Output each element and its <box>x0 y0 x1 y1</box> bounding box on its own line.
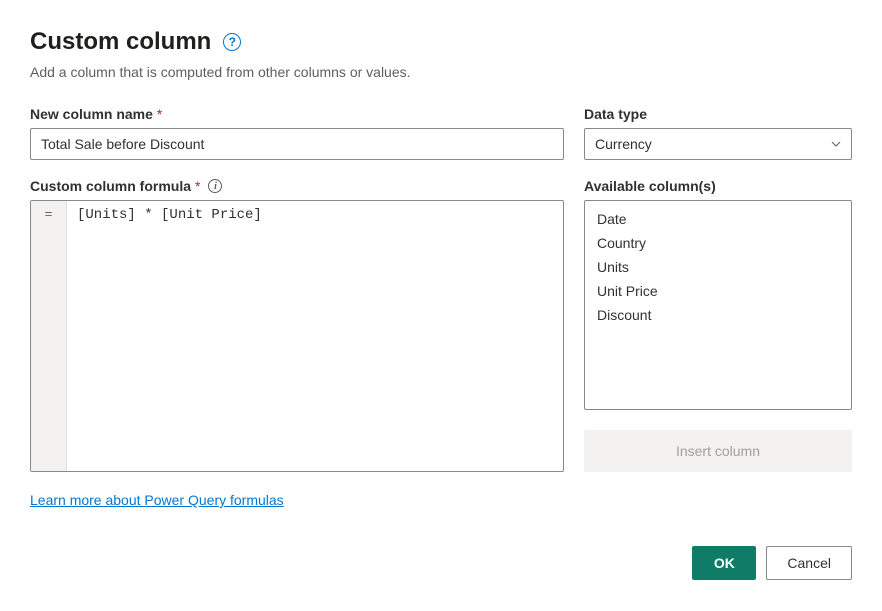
available-columns-label: Available column(s) <box>584 178 852 194</box>
data-type-label: Data type <box>584 106 852 122</box>
column-name-label-text: New column name <box>30 106 153 122</box>
formula-label-text: Custom column formula <box>30 178 191 194</box>
insert-column-button: Insert column <box>584 430 852 472</box>
column-name-field: New column name * <box>30 106 564 160</box>
list-item[interactable]: Country <box>585 231 851 255</box>
required-star-icon: * <box>195 178 200 194</box>
dialog-subtitle: Add a column that is computed from other… <box>30 64 852 80</box>
available-columns-list: Date Country Units Unit Price Discount <box>584 200 852 410</box>
required-star-icon: * <box>157 106 162 122</box>
data-type-field: Data type Currency <box>584 106 852 160</box>
data-type-select[interactable]: Currency <box>584 128 852 160</box>
available-columns-section: Available column(s) Date Country Units U… <box>584 178 852 510</box>
dialog-footer: OK Cancel <box>30 546 852 580</box>
list-item[interactable]: Units <box>585 255 851 279</box>
formula-section: Custom column formula * i = [Units] * [U… <box>30 178 564 510</box>
dialog-header: Custom column ? <box>30 28 852 56</box>
ok-button[interactable]: OK <box>692 546 756 580</box>
data-type-select-wrap: Currency <box>584 128 852 160</box>
cancel-button[interactable]: Cancel <box>766 546 852 580</box>
list-item[interactable]: Date <box>585 207 851 231</box>
formula-gutter: = <box>31 201 67 471</box>
column-name-label: New column name * <box>30 106 564 122</box>
formula-editor[interactable]: = [Units] * [Unit Price] <box>30 200 564 472</box>
top-fields-row: New column name * Data type Currency <box>30 106 852 160</box>
info-icon[interactable]: i <box>208 179 222 193</box>
list-item[interactable]: Unit Price <box>585 279 851 303</box>
learn-more-link[interactable]: Learn more about Power Query formulas <box>30 492 284 508</box>
main-content-row: Custom column formula * i = [Units] * [U… <box>30 178 852 510</box>
dialog-title: Custom column <box>30 28 211 56</box>
help-icon[interactable]: ? <box>223 33 241 51</box>
formula-text[interactable]: [Units] * [Unit Price] <box>67 201 563 471</box>
column-name-input[interactable] <box>30 128 564 160</box>
formula-label: Custom column formula * i <box>30 178 564 194</box>
list-item[interactable]: Discount <box>585 303 851 327</box>
